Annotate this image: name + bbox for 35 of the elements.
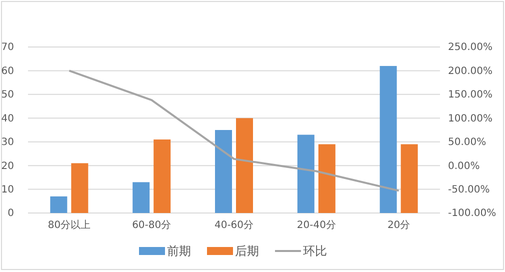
y2-tick-label: 100.00% xyxy=(448,113,492,124)
y2-tick-label: 0.00% xyxy=(448,160,480,172)
y-tick-label: 70 xyxy=(1,42,14,54)
y2-tick-label: 250.00% xyxy=(448,42,492,54)
y-tick-label: 60 xyxy=(1,66,14,77)
y-tick-label: 40 xyxy=(1,113,14,124)
x-tick-label: 20分 xyxy=(387,219,410,232)
x-tick-label: 80分以上 xyxy=(48,219,91,232)
bar xyxy=(297,134,314,213)
y2-tick-label: -100.00% xyxy=(448,208,496,220)
x-tick-label: 60-80分 xyxy=(132,219,172,232)
legend-label: 环比 xyxy=(303,244,327,258)
y2-tick-label: 50.00% xyxy=(448,137,486,148)
y2-tick-label: -50.00% xyxy=(448,184,490,196)
legend-label: 后期 xyxy=(235,244,259,258)
bar xyxy=(215,130,232,213)
line-series xyxy=(68,70,400,192)
bar xyxy=(236,118,253,213)
bar xyxy=(71,163,88,213)
x-tick-label: 40-60分 xyxy=(214,219,254,232)
bar xyxy=(132,182,150,213)
y-tick-label: 30 xyxy=(1,137,14,148)
bar xyxy=(400,144,418,213)
y-tick-label: 10 xyxy=(1,184,14,196)
y-tick-label: 0 xyxy=(8,208,14,220)
legend-label: 前期 xyxy=(167,244,191,258)
bar xyxy=(380,66,397,213)
y2-tick-label: 200.00% xyxy=(448,66,492,77)
y-tick-label: 20 xyxy=(1,160,14,172)
bar xyxy=(154,139,171,213)
y-tick-label: 50 xyxy=(1,90,14,101)
bar xyxy=(318,144,336,213)
y2-tick-label: 150.00% xyxy=(448,90,492,101)
bar xyxy=(50,196,68,213)
x-tick-label: 20-40分 xyxy=(296,219,336,232)
